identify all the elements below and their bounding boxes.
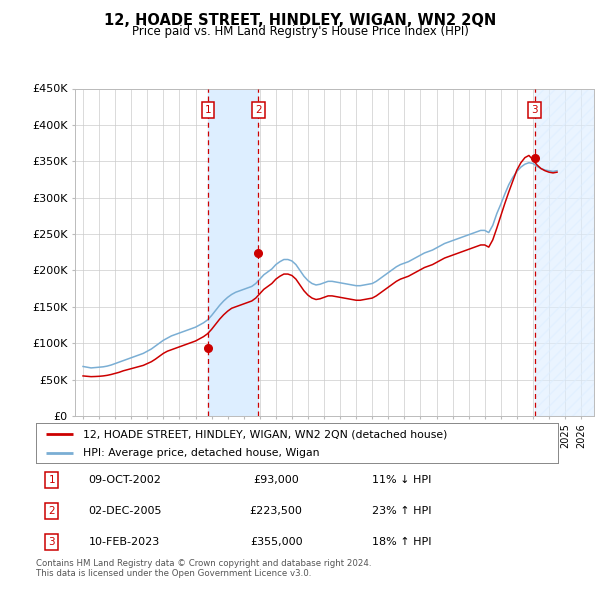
Text: £93,000: £93,000 (253, 476, 299, 485)
Text: £355,000: £355,000 (250, 537, 302, 546)
Text: 12, HOADE STREET, HINDLEY, WIGAN, WN2 2QN: 12, HOADE STREET, HINDLEY, WIGAN, WN2 2Q… (104, 13, 496, 28)
Text: 09-OCT-2002: 09-OCT-2002 (88, 476, 161, 485)
Text: 3: 3 (532, 106, 538, 115)
Text: 11% ↓ HPI: 11% ↓ HPI (372, 476, 431, 485)
Text: 12, HOADE STREET, HINDLEY, WIGAN, WN2 2QN (detached house): 12, HOADE STREET, HINDLEY, WIGAN, WN2 2Q… (83, 430, 448, 440)
Text: 1: 1 (205, 106, 211, 115)
Text: 1: 1 (49, 476, 55, 485)
Text: 3: 3 (49, 537, 55, 546)
Bar (208, 88, 259, 416)
Text: £223,500: £223,500 (250, 506, 302, 516)
Text: 2: 2 (255, 106, 262, 115)
Bar (535, 88, 594, 416)
Text: HPI: Average price, detached house, Wigan: HPI: Average price, detached house, Wiga… (83, 448, 319, 458)
Text: 2: 2 (49, 506, 55, 516)
Text: Contains HM Land Registry data © Crown copyright and database right 2024.: Contains HM Land Registry data © Crown c… (36, 559, 371, 568)
Text: 10-FEB-2023: 10-FEB-2023 (89, 537, 160, 546)
Text: 23% ↑ HPI: 23% ↑ HPI (371, 506, 431, 516)
Text: 02-DEC-2005: 02-DEC-2005 (88, 506, 161, 516)
Text: This data is licensed under the Open Government Licence v3.0.: This data is licensed under the Open Gov… (36, 569, 311, 578)
Text: 18% ↑ HPI: 18% ↑ HPI (371, 537, 431, 546)
Text: Price paid vs. HM Land Registry's House Price Index (HPI): Price paid vs. HM Land Registry's House … (131, 25, 469, 38)
